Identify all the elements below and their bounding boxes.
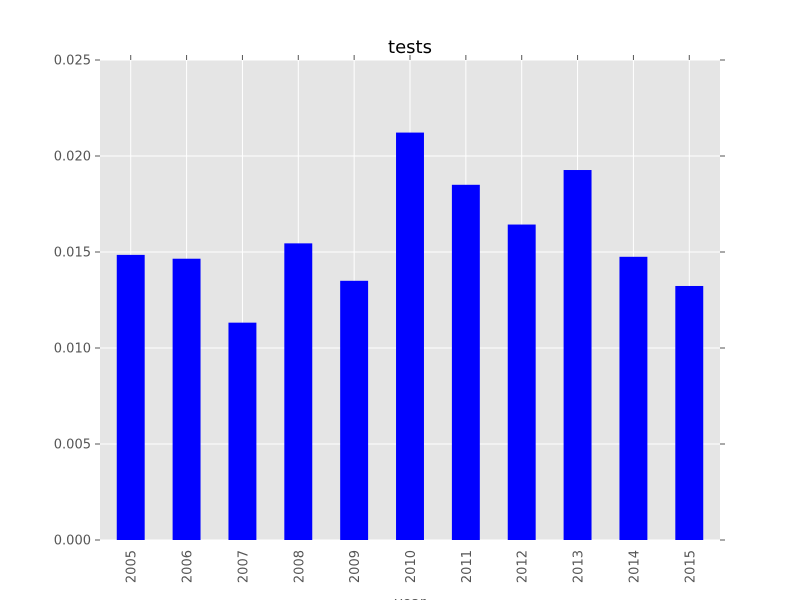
y-tick-label: 0.025 (54, 54, 91, 69)
bars (116, 132, 704, 541)
y-tick-label: 0.010 (54, 342, 91, 357)
y-tick-label: 0.015 (54, 246, 91, 261)
bar-2012 (507, 224, 536, 540)
x-tick-label: 2010 (404, 550, 419, 583)
bar-2015 (675, 285, 704, 540)
chart-title: tests (388, 37, 432, 58)
x-tick-label: 2013 (572, 550, 587, 583)
bar-2013 (563, 170, 592, 541)
y-tick-label: 0.020 (54, 150, 91, 165)
x-tick-label: 2015 (683, 550, 698, 583)
x-tick-label: 2012 (516, 550, 531, 583)
bar-2007 (228, 322, 257, 540)
x-tick-label: 2009 (348, 550, 363, 583)
bar-2005 (116, 254, 145, 540)
x-axis-label: year (394, 595, 425, 600)
y-tick-label: 0.005 (54, 438, 91, 453)
y-axis-ticks: 0.000 0.005 0.010 0.015 0.020 0.025 (54, 54, 725, 549)
bar-2014 (619, 256, 648, 540)
bar-2011 (451, 184, 480, 541)
bar-2006 (172, 258, 201, 540)
x-tick-label: 2006 (181, 550, 196, 583)
x-axis-ticks: 2005 2006 2007 2008 2009 2010 2011 2012 2013 2014… (125, 55, 698, 583)
x-tick-label: 2008 (292, 550, 307, 583)
x-tick-label: 2007 (236, 550, 251, 583)
bar-2009 (340, 280, 369, 540)
bar-2010 (396, 132, 424, 541)
bar-2008 (284, 243, 313, 541)
x-tick-label: 2011 (460, 550, 475, 583)
x-tick-label: 2005 (125, 550, 140, 583)
y-tick-label: 0.000 (54, 534, 91, 549)
x-tick-label: 2014 (627, 550, 642, 583)
